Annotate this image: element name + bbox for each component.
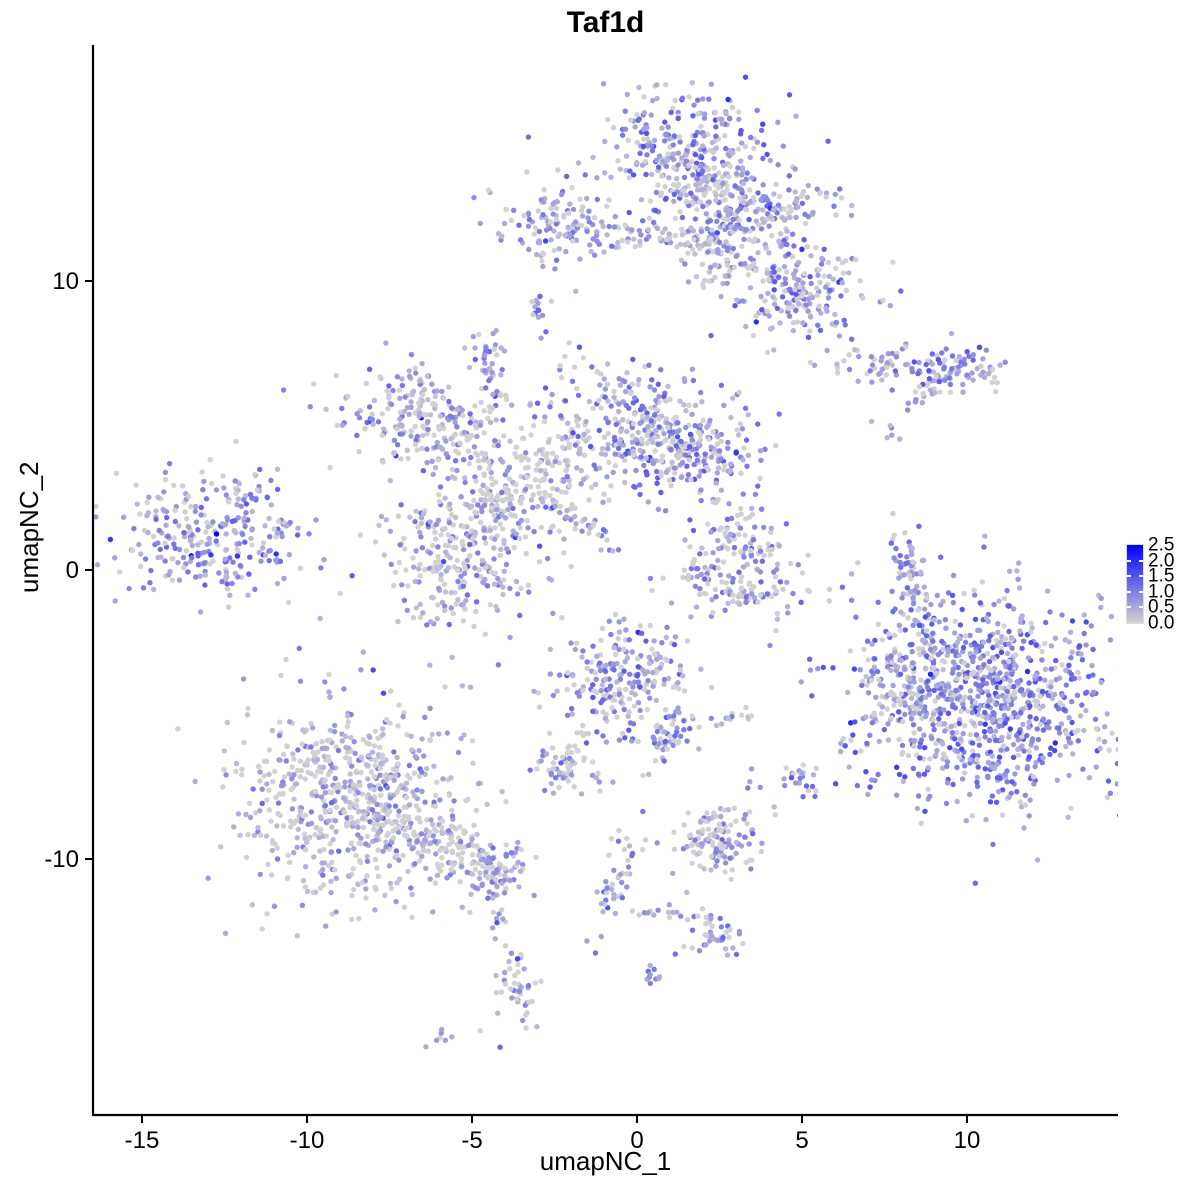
y-tick-label: -10 [44, 846, 79, 873]
legend-bar-tick [1127, 590, 1131, 593]
x-tick-label: 0 [630, 1127, 643, 1154]
x-axis-title: umapNC_1 [539, 1146, 672, 1176]
x-tick-label: -5 [461, 1127, 482, 1154]
legend-bar-tick [1139, 606, 1143, 609]
scatter-points [94, 74, 1118, 1050]
x-tick-label: 10 [954, 1127, 981, 1154]
x-tick-label: 5 [795, 1127, 808, 1154]
legend-label: 0.0 [1148, 612, 1175, 634]
x-tick-label: -15 [125, 1127, 160, 1154]
legend-label: 0.5 [1148, 596, 1175, 618]
legend-colorbar [1126, 544, 1144, 624]
legend-bar-tick [1139, 559, 1143, 562]
legend-label: 1.5 [1148, 565, 1175, 587]
legend-label: 2.0 [1148, 550, 1175, 572]
legend: 2.5 2.0 1.5 1.0 0.5 0.0 [1126, 536, 1197, 635]
legend-bar-tick [1127, 606, 1131, 609]
x-tick-label: -10 [290, 1127, 325, 1154]
x-axis-ticks: -15 -10 -5 0 5 10 [125, 1115, 981, 1154]
legend-bar-tick [1139, 575, 1143, 578]
y-axis-ticks: 10 0 -10 [44, 268, 93, 873]
y-tick-label: 0 [66, 557, 79, 584]
y-tick-label: 10 [52, 268, 79, 295]
legend-bar-tick [1139, 590, 1143, 593]
legend-bar-tick [1127, 575, 1131, 578]
plot-title: Taf1d [566, 6, 645, 39]
legend-label: 2.5 [1148, 534, 1175, 556]
y-axis-title: umapNC_2 [14, 461, 44, 593]
legend-bar-tick [1127, 559, 1131, 562]
legend-label: 1.0 [1148, 581, 1175, 603]
